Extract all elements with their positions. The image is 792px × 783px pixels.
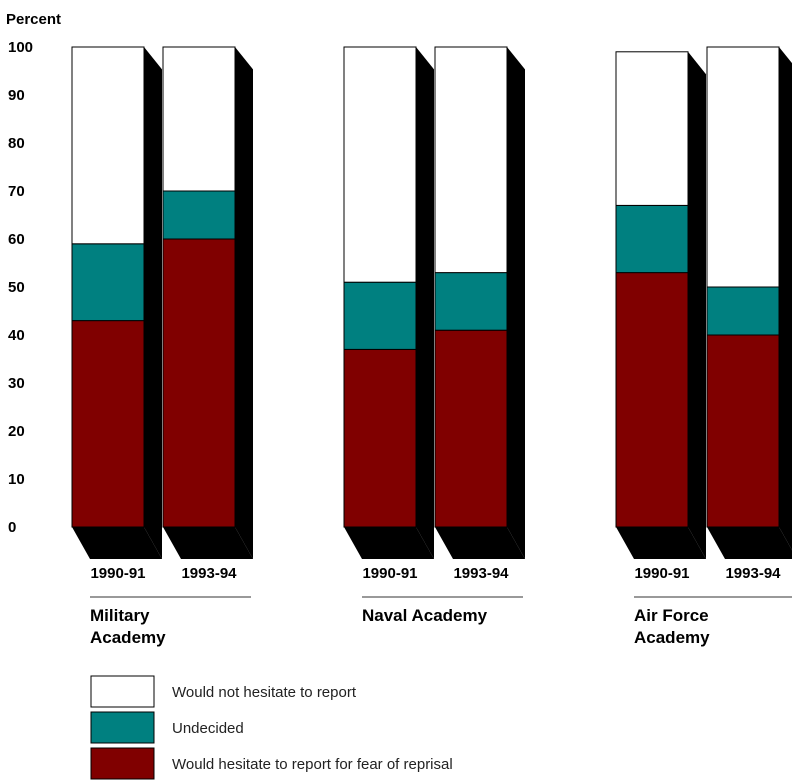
bar-shadow-bottom: [616, 527, 706, 559]
bar-shadow-bottom: [344, 527, 434, 559]
legend-swatch: [90, 675, 155, 708]
segment-hesitate: [706, 334, 780, 528]
segment-undecided: [162, 190, 236, 240]
y-tick-label: 90: [8, 87, 25, 104]
y-tick-label: 60: [8, 231, 25, 248]
segment-hesitate: [343, 348, 417, 528]
bar-shadow-side: [144, 47, 162, 559]
x-period-label: 1993-94: [725, 565, 781, 582]
legend-item: Undecided: [90, 711, 244, 744]
bar-shadow-bottom: [72, 527, 162, 559]
stacked-bar: [706, 46, 792, 559]
y-axis-label: Percent: [6, 11, 61, 28]
segment-hesitate: [434, 329, 508, 528]
group-label: Academy: [90, 628, 166, 647]
bar-group: [71, 46, 253, 559]
bar-shadow-side: [416, 47, 434, 559]
y-tick-label: 0: [8, 519, 16, 536]
y-tick-label: 10: [8, 471, 25, 488]
segment-not-hesitate: [71, 46, 145, 245]
y-tick-label: 40: [8, 327, 25, 344]
segment-not-hesitate: [615, 51, 689, 206]
segment-not-hesitate: [706, 46, 780, 288]
bar-group: [615, 46, 792, 560]
bars: [71, 46, 792, 560]
segment-undecided: [343, 281, 417, 350]
x-axis-labels: 1990-91 1993-94 Military Academy 1990-91 1993…: [90, 565, 792, 647]
group-label: Academy: [634, 628, 710, 647]
legend-label: Undecided: [172, 720, 244, 737]
segment-hesitate: [162, 238, 236, 528]
bar-shadow-side: [688, 51, 706, 560]
legend-item: Would not hesitate to report: [90, 675, 357, 708]
bar-shadow-bottom: [163, 527, 253, 559]
y-tick-label: 80: [8, 135, 25, 152]
bar-shadow-side: [235, 47, 253, 559]
x-period-label: 1990-91: [90, 565, 145, 582]
stacked-bar: [343, 46, 434, 559]
group-label: Naval Academy: [362, 606, 488, 625]
legend-item: Would hesitate to report for fear of rep…: [90, 747, 453, 780]
group-label: Air Force: [634, 606, 709, 625]
stacked-bar: [71, 46, 162, 559]
x-period-label: 1993-94: [181, 565, 237, 582]
y-tick-label: 20: [8, 423, 25, 440]
bar-shadow-side: [507, 47, 525, 559]
bar-shadow-bottom: [435, 527, 525, 559]
x-period-label: 1993-94: [453, 565, 509, 582]
group-label: Military: [90, 606, 150, 625]
stacked-bar: [162, 46, 253, 559]
segment-not-hesitate: [343, 46, 417, 283]
legend: Would not hesitate to report Undecided Wou…: [90, 675, 453, 780]
segment-undecided: [615, 204, 689, 274]
segment-hesitate: [71, 320, 145, 528]
y-tick-label: 100: [8, 39, 33, 56]
stacked-bar: [615, 51, 706, 560]
y-axis-ticks: 0 10 20 30 40 50 60 70 80 90 100: [8, 39, 33, 536]
legend-swatch: [90, 747, 155, 780]
y-tick-label: 70: [8, 183, 25, 200]
segment-not-hesitate: [434, 46, 508, 274]
segment-undecided: [706, 286, 780, 336]
stacked-bar: [434, 46, 525, 559]
legend-label: Would hesitate to report for fear of rep…: [172, 756, 453, 773]
x-period-label: 1990-91: [362, 565, 417, 582]
bar-shadow-side: [779, 47, 792, 551]
segment-undecided: [71, 243, 145, 322]
y-tick-label: 50: [8, 279, 25, 296]
segment-not-hesitate: [162, 46, 236, 192]
bar-shadow-bottom: [707, 527, 792, 559]
y-tick-label: 30: [8, 375, 25, 392]
legend-label: Would not hesitate to report: [172, 684, 357, 701]
segment-undecided: [434, 272, 508, 331]
bar-group: [343, 46, 525, 559]
x-period-label: 1990-91: [634, 565, 689, 582]
legend-swatch: [90, 711, 155, 744]
segment-hesitate: [615, 272, 689, 528]
